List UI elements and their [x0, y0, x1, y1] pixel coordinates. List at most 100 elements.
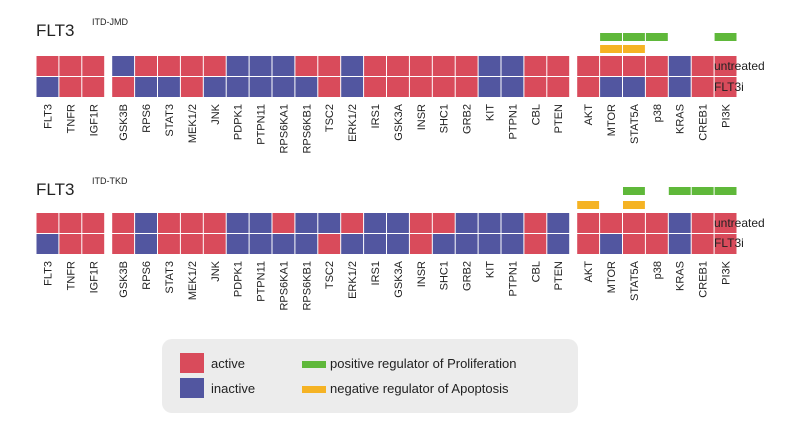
cell-flt3i-gsk3a: [387, 234, 409, 254]
gene-label-kras: KRAS: [675, 104, 687, 134]
cell-untreated-kras: [668, 213, 691, 233]
cell-flt3i-pten: [547, 77, 570, 97]
gene-labels: FLT3 TNFR IGF1R GSK3B RPS6 STAT3 MEK1/2 JNK PDPK…: [43, 103, 733, 153]
cell-untreated-rps6kb1: [295, 56, 318, 76]
cell-untreated-rps6ka1: [272, 213, 295, 233]
legend-background: [162, 339, 578, 413]
cell-flt3i-stat5a: [623, 77, 645, 97]
gene-label-kit: KIT: [485, 261, 497, 278]
gene-label-jnk: JNK: [210, 103, 222, 124]
cell-flt3i-insr: [409, 77, 432, 97]
gene-label-grb2: GRB2: [462, 104, 474, 134]
cell-flt3i-mek1-2: [180, 234, 203, 254]
cell-flt3i-igf1r: [82, 234, 105, 254]
gene-label-tsc2: TSC2: [324, 104, 336, 132]
gene-label-gsk3b: GSK3B: [118, 261, 130, 298]
apoptosis-bar-stat5a: [623, 45, 645, 53]
cell-untreated-tsc2: [318, 213, 341, 233]
cell-untreated-kras: [668, 56, 691, 76]
gene-label-insr: INSR: [416, 261, 428, 287]
cell-flt3i-cbl: [524, 234, 547, 254]
panel-title: FLT3: [36, 180, 74, 199]
panel-superscript: ITD-JMD: [92, 17, 128, 27]
cell-flt3i-gsk3a: [387, 77, 409, 97]
cell-untreated-flt3: [36, 213, 59, 233]
cell-untreated-stat3: [158, 213, 180, 233]
cell-untreated-pi3k: [714, 213, 737, 233]
cell-untreated-insr: [409, 56, 432, 76]
cell-flt3i-stat3: [158, 234, 180, 254]
gene-label-stat5a: STAT5A: [629, 260, 641, 301]
cell-untreated-mtor: [600, 213, 622, 233]
legend-swatch-apoptosis: [302, 386, 326, 393]
gene-label-creb1: CREB1: [698, 261, 710, 298]
cell-flt3i-jnk: [203, 77, 226, 97]
cell-flt3i-grb2: [455, 234, 478, 254]
cell-flt3i-mtor: [600, 234, 622, 254]
cell-flt3i-shc1: [432, 234, 455, 254]
legend-swatch-proliferation: [302, 361, 326, 368]
row-label-untreated: untreated: [714, 216, 765, 230]
cell-untreated-mtor: [600, 56, 622, 76]
gene-label-rps6ka1: RPS6KA1: [278, 261, 290, 311]
gene-label-flt3: FLT3: [43, 104, 55, 129]
gene-label-pdpk1: PDPK1: [233, 104, 245, 140]
cell-flt3i-pdpk1: [226, 77, 249, 97]
gene-label-stat3: STAT3: [164, 104, 176, 137]
gene-label-igf1r: IGF1R: [88, 261, 100, 293]
heatmap-cells: [36, 213, 737, 254]
gene-label-mtor: MTOR: [606, 261, 618, 293]
gene-label-shc1: SHC1: [439, 104, 451, 133]
cell-untreated-irs1: [364, 56, 386, 76]
gene-label-rps6kb1: RPS6KB1: [301, 261, 313, 311]
panel-superscript: ITD-TKD: [92, 176, 128, 186]
legend-swatch-inactive: [180, 378, 204, 398]
cell-flt3i-stat5a: [623, 234, 645, 254]
gene-label-rps6ka1: RPS6KA1: [278, 104, 290, 154]
cell-untreated-akt: [577, 213, 600, 233]
cell-untreated-creb1: [691, 213, 714, 233]
cell-flt3i-gsk3b: [112, 77, 135, 97]
cell-untreated-erk1-2: [341, 56, 364, 76]
gene-label-tsc2: TSC2: [324, 261, 336, 289]
gene-label-stat5a: STAT5A: [629, 103, 641, 144]
gene-label-irs1: IRS1: [370, 104, 382, 128]
cell-flt3i-flt3: [36, 234, 59, 254]
cell-untreated-shc1: [432, 213, 455, 233]
cell-untreated-pdpk1: [226, 213, 249, 233]
cell-untreated-gsk3b: [112, 56, 135, 76]
cell-untreated-rps6kb1: [295, 213, 318, 233]
apoptosis-bar-stat5a: [623, 201, 645, 209]
cell-flt3i-insr: [409, 234, 432, 254]
cell-untreated-grb2: [455, 56, 478, 76]
gene-label-grb2: GRB2: [462, 261, 474, 291]
gene-label-mek1-2: MEK1/2: [187, 104, 199, 143]
row-label-flt3i: FLT3i: [714, 80, 744, 94]
cell-flt3i-shc1: [432, 77, 455, 97]
annotation-bars: [600, 33, 737, 53]
cell-untreated-gsk3b: [112, 213, 135, 233]
cell-untreated-mek1-2: [180, 213, 203, 233]
cell-untreated-ptpn1: [501, 213, 524, 233]
cell-untreated-shc1: [432, 56, 455, 76]
gene-label-ptpn11: PTPN11: [256, 104, 268, 145]
gene-label-p38: p38: [652, 261, 664, 279]
gene-label-cbl: CBL: [530, 261, 542, 282]
cell-flt3i-kit: [478, 77, 501, 97]
cell-flt3i-mek1-2: [180, 77, 203, 97]
gene-label-tnfr: TNFR: [65, 261, 77, 290]
heatmap-cells: [36, 56, 737, 97]
cell-flt3i-igf1r: [82, 77, 105, 97]
gene-label-igf1r: IGF1R: [88, 104, 100, 136]
gene-label-insr: INSR: [416, 104, 428, 130]
gene-label-jnk: JNK: [210, 260, 222, 281]
cell-untreated-akt: [577, 56, 600, 76]
gene-label-kras: KRAS: [675, 261, 687, 291]
cell-untreated-insr: [409, 213, 432, 233]
cell-flt3i-jnk: [203, 234, 226, 254]
cell-untreated-flt3: [36, 56, 59, 76]
cell-flt3i-tnfr: [59, 234, 82, 254]
cell-untreated-p38: [645, 213, 668, 233]
cell-flt3i-rps6ka1: [272, 77, 295, 97]
